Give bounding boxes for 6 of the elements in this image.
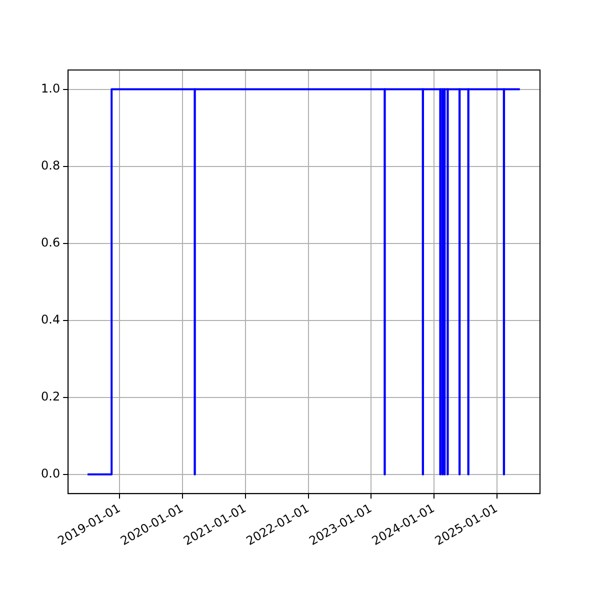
y-tick-label: 0.6 [40, 235, 60, 250]
y-tick-label: 0.2 [40, 390, 60, 404]
y-tick-label: 0.4 [40, 312, 60, 326]
y-tick-label: 1.0 [40, 81, 60, 96]
y-tick-label: 0.0 [40, 466, 60, 481]
y-tick-label: 0.8 [40, 158, 60, 172]
